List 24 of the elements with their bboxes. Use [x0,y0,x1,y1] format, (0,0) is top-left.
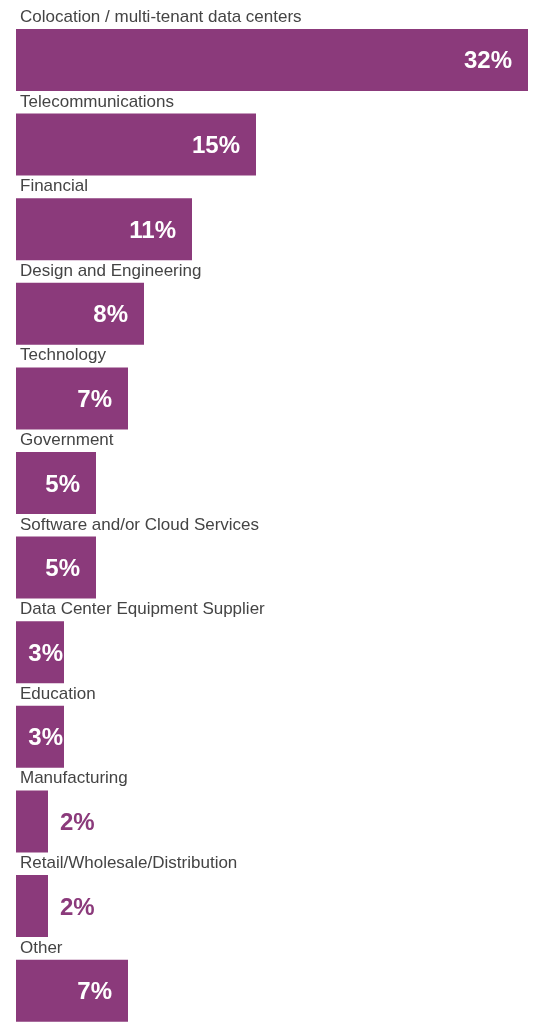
y-tick-label: Software and/or Cloud Services [20,514,260,534]
y-tick-label: Design and Engineering [20,260,202,280]
y-tick-label: Education [20,683,96,703]
data-label: 32% [463,46,512,74]
y-tick-label: Technology [20,345,107,365]
data-label: 5% [45,554,80,582]
data-label: 3% [28,723,63,751]
data-label: 2% [60,807,95,835]
data-label: 3% [28,638,63,666]
y-tick-label: Data Center Equipment Supplier [20,599,266,619]
data-label: 15% [191,131,240,159]
y-tick-label: Retail/Wholesale/Distribution [20,853,238,873]
data-label: 7% [77,977,112,1005]
y-tick-label: Telecommunications [20,91,175,111]
data-label: 8% [93,300,128,328]
y-tick-label: Government [20,430,114,450]
data-label: 2% [60,892,95,920]
data-label: 5% [45,469,80,497]
y-tick-label: Manufacturing [20,768,128,788]
y-tick-label: Colocation / multi-tenant data centers [20,6,302,26]
y-tick-label: Other [20,937,63,957]
data-label: 11% [129,215,176,243]
y-tick-label: Financial [20,176,89,196]
data-label: 7% [77,384,112,412]
